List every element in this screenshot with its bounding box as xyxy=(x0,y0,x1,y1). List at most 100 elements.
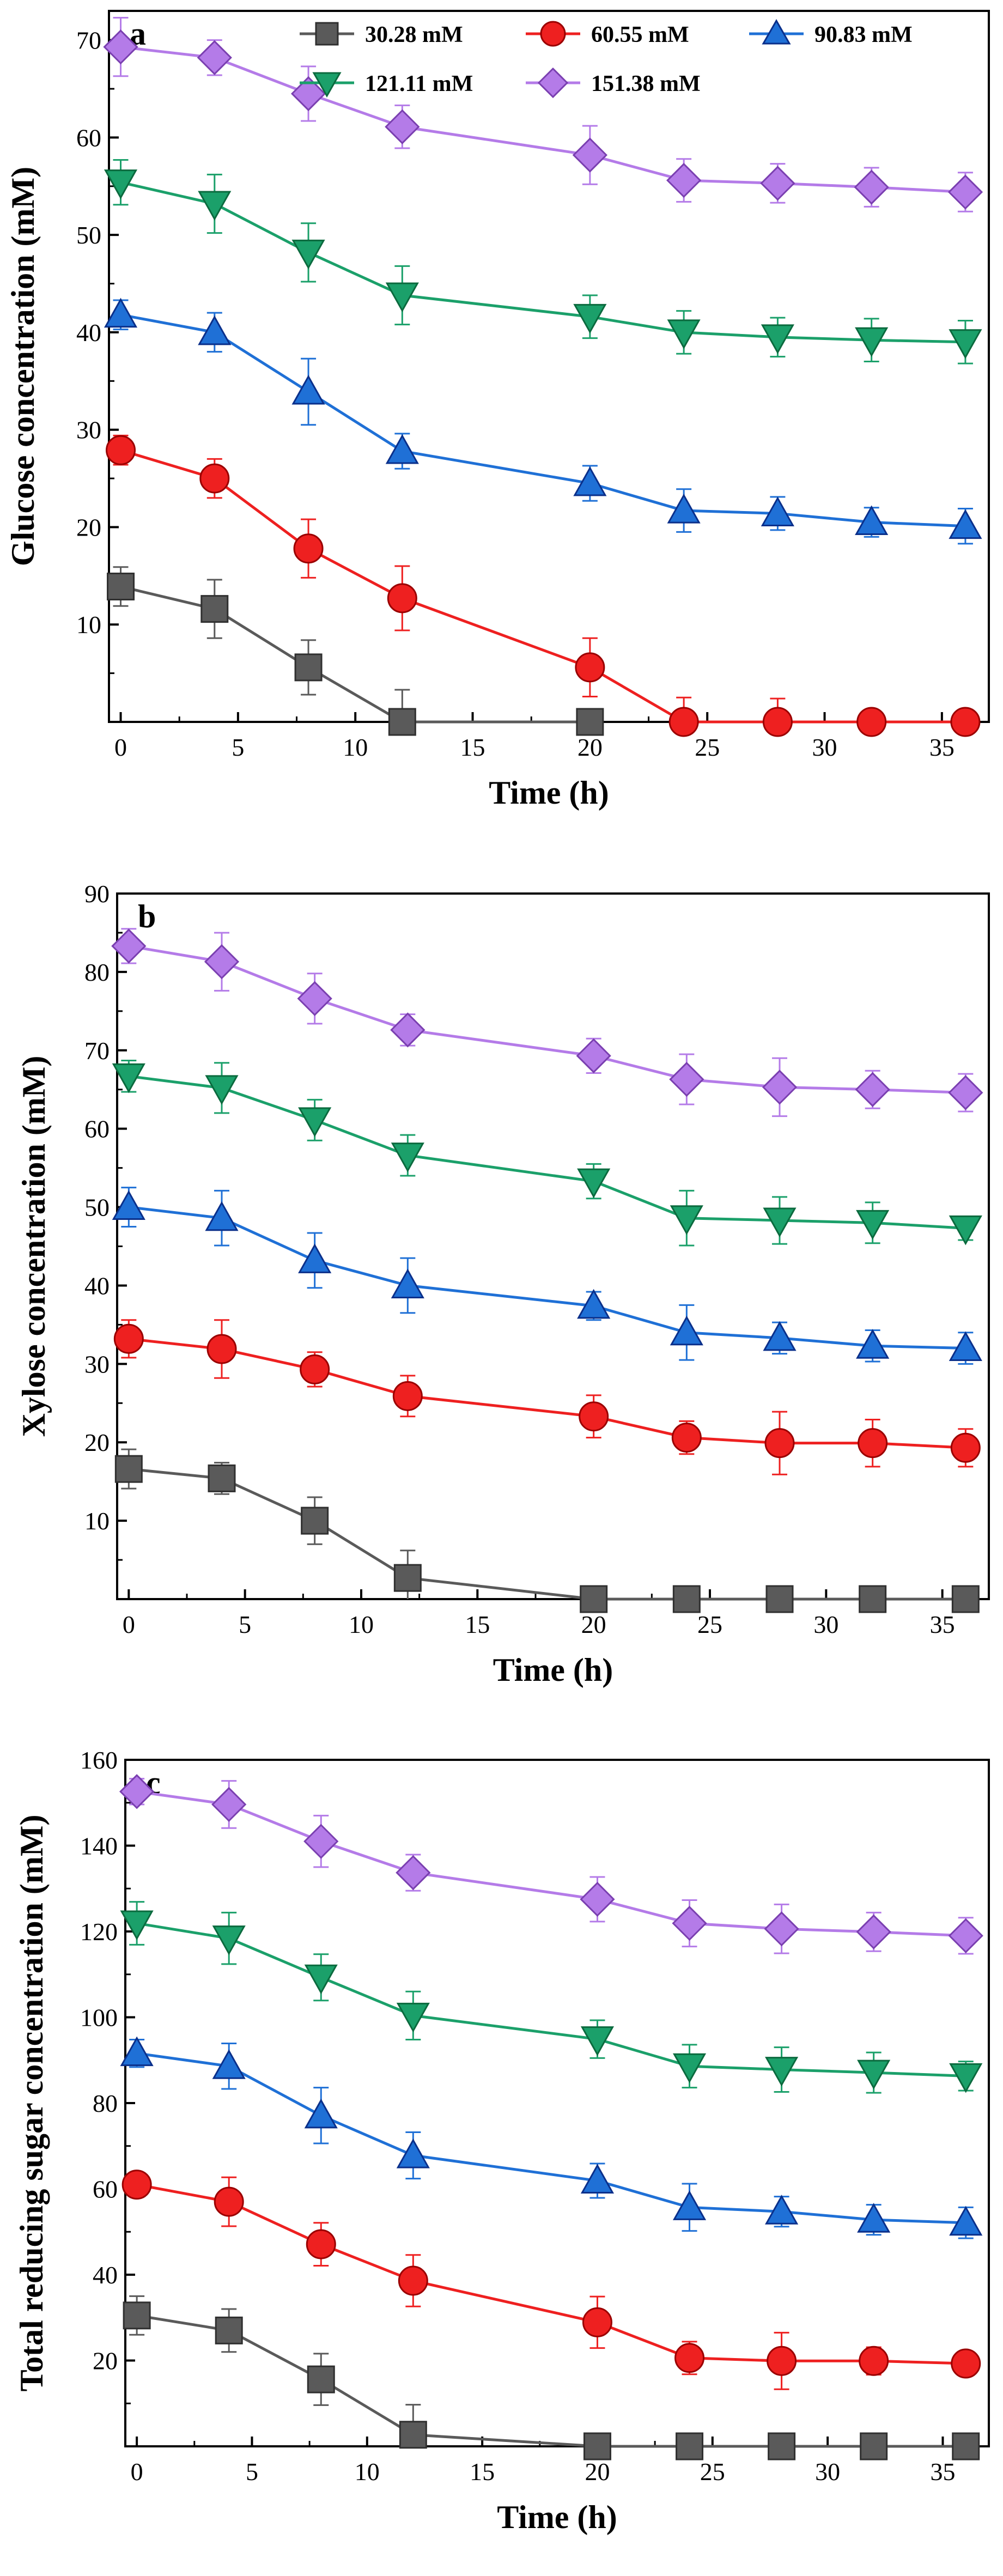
data-point xyxy=(396,2138,430,2168)
data-point xyxy=(580,2026,615,2056)
data-point xyxy=(949,329,982,359)
data-point xyxy=(385,282,419,313)
data-point xyxy=(398,2265,428,2296)
data-point xyxy=(674,2343,705,2373)
legend-label: 30.28 mM xyxy=(365,22,463,47)
y-tick-label: 90 xyxy=(84,880,110,908)
triangle-up-marker-icon xyxy=(762,19,791,45)
series-90-83 xyxy=(112,1187,982,1365)
data-point xyxy=(573,466,607,496)
data-point xyxy=(215,2316,243,2344)
legend-item: 30.28 mM xyxy=(300,22,463,47)
data-point xyxy=(765,1585,794,1613)
x-tick-label: 10 xyxy=(355,2458,380,2486)
data-point xyxy=(854,169,889,205)
data-point xyxy=(112,1190,145,1220)
series-151-38 xyxy=(119,1774,983,1955)
x-tick-label: 15 xyxy=(460,733,485,761)
x-tick-label: 20 xyxy=(581,1611,606,1638)
circle-marker-icon xyxy=(540,21,566,47)
data-point xyxy=(112,1063,145,1093)
x-tick-label: 5 xyxy=(232,733,244,761)
data-point xyxy=(290,76,326,112)
data-point xyxy=(952,2432,980,2460)
y-axis-title: Glucose concentration (mM) xyxy=(5,167,41,566)
data-point xyxy=(206,1334,237,1364)
y-axis-title: Total reducing sugar concentration (mM) xyxy=(14,1815,50,2392)
data-point xyxy=(306,2229,336,2259)
legend-item: 90.83 mM xyxy=(749,19,913,47)
data-point xyxy=(857,2059,891,2090)
data-point xyxy=(212,1925,246,1955)
data-point xyxy=(858,1428,888,1459)
x-tick-label: 30 xyxy=(813,1611,838,1638)
data-point xyxy=(577,1168,611,1199)
chart-panel-b: 0 5 10 15 20 25 30 35 10 20 30 40 50 60 70 80 90 Time (h)… xyxy=(16,880,990,1688)
data-point xyxy=(670,1205,703,1235)
data-point xyxy=(396,1855,431,1891)
y-tick-label: 60 xyxy=(76,124,101,151)
data-point xyxy=(761,324,794,354)
x-tick-label: 10 xyxy=(343,733,368,761)
data-point xyxy=(580,2164,615,2194)
series-60-55 xyxy=(106,434,981,737)
data-point xyxy=(293,533,324,564)
legend-label: 60.55 mM xyxy=(591,22,689,47)
triangle-down-marker-icon xyxy=(312,72,342,98)
data-point xyxy=(399,2421,427,2449)
data-point xyxy=(676,2432,704,2460)
x-tick-label: 30 xyxy=(815,2458,840,2486)
data-point xyxy=(855,505,889,536)
y-tick-label: 20 xyxy=(76,513,101,541)
data-point xyxy=(948,1075,983,1110)
data-point xyxy=(760,166,795,201)
series-60-55 xyxy=(121,2170,981,2390)
data-point xyxy=(303,1824,339,1859)
data-point xyxy=(291,239,325,270)
data-point xyxy=(762,1070,798,1105)
data-point xyxy=(121,2170,152,2200)
data-point xyxy=(197,40,232,75)
x-axis-title: Time (h) xyxy=(489,775,609,811)
data-point xyxy=(948,1918,983,1953)
y-tick-label: 160 xyxy=(80,1746,118,1774)
data-point xyxy=(856,707,887,737)
data-point xyxy=(298,1107,332,1137)
data-point xyxy=(767,2346,797,2376)
data-point xyxy=(205,1075,239,1105)
data-point xyxy=(199,463,230,494)
panel-letter: b xyxy=(138,898,156,934)
data-point xyxy=(198,315,232,345)
data-point xyxy=(949,2206,983,2236)
data-point xyxy=(388,708,416,736)
data-point xyxy=(667,494,701,524)
data-point xyxy=(666,162,702,198)
data-point xyxy=(391,1143,424,1172)
data-point xyxy=(214,2186,244,2217)
series-60-55 xyxy=(113,1319,981,1475)
data-point xyxy=(385,109,420,144)
data-point xyxy=(576,708,604,736)
data-point xyxy=(668,707,699,737)
data-point xyxy=(768,2432,796,2460)
series-121-11 xyxy=(112,1059,982,1247)
data-point xyxy=(672,1585,701,1613)
data-point xyxy=(205,1201,239,1231)
data-point xyxy=(385,434,419,464)
y-tick-label: 20 xyxy=(84,1429,110,1456)
data-point xyxy=(949,1215,982,1246)
series-121-11 xyxy=(104,159,982,364)
data-point xyxy=(391,1268,424,1298)
data-point xyxy=(763,1207,797,1238)
data-point xyxy=(298,1243,332,1273)
data-point xyxy=(208,1464,236,1492)
y-tick-label: 40 xyxy=(93,2261,118,2289)
y-tick-label: 140 xyxy=(80,1832,118,1860)
data-point xyxy=(120,1910,154,1941)
data-point xyxy=(949,2063,983,2093)
square-marker-icon xyxy=(315,22,339,46)
data-point xyxy=(580,1585,608,1613)
y-tick-label: 120 xyxy=(80,1918,118,1946)
